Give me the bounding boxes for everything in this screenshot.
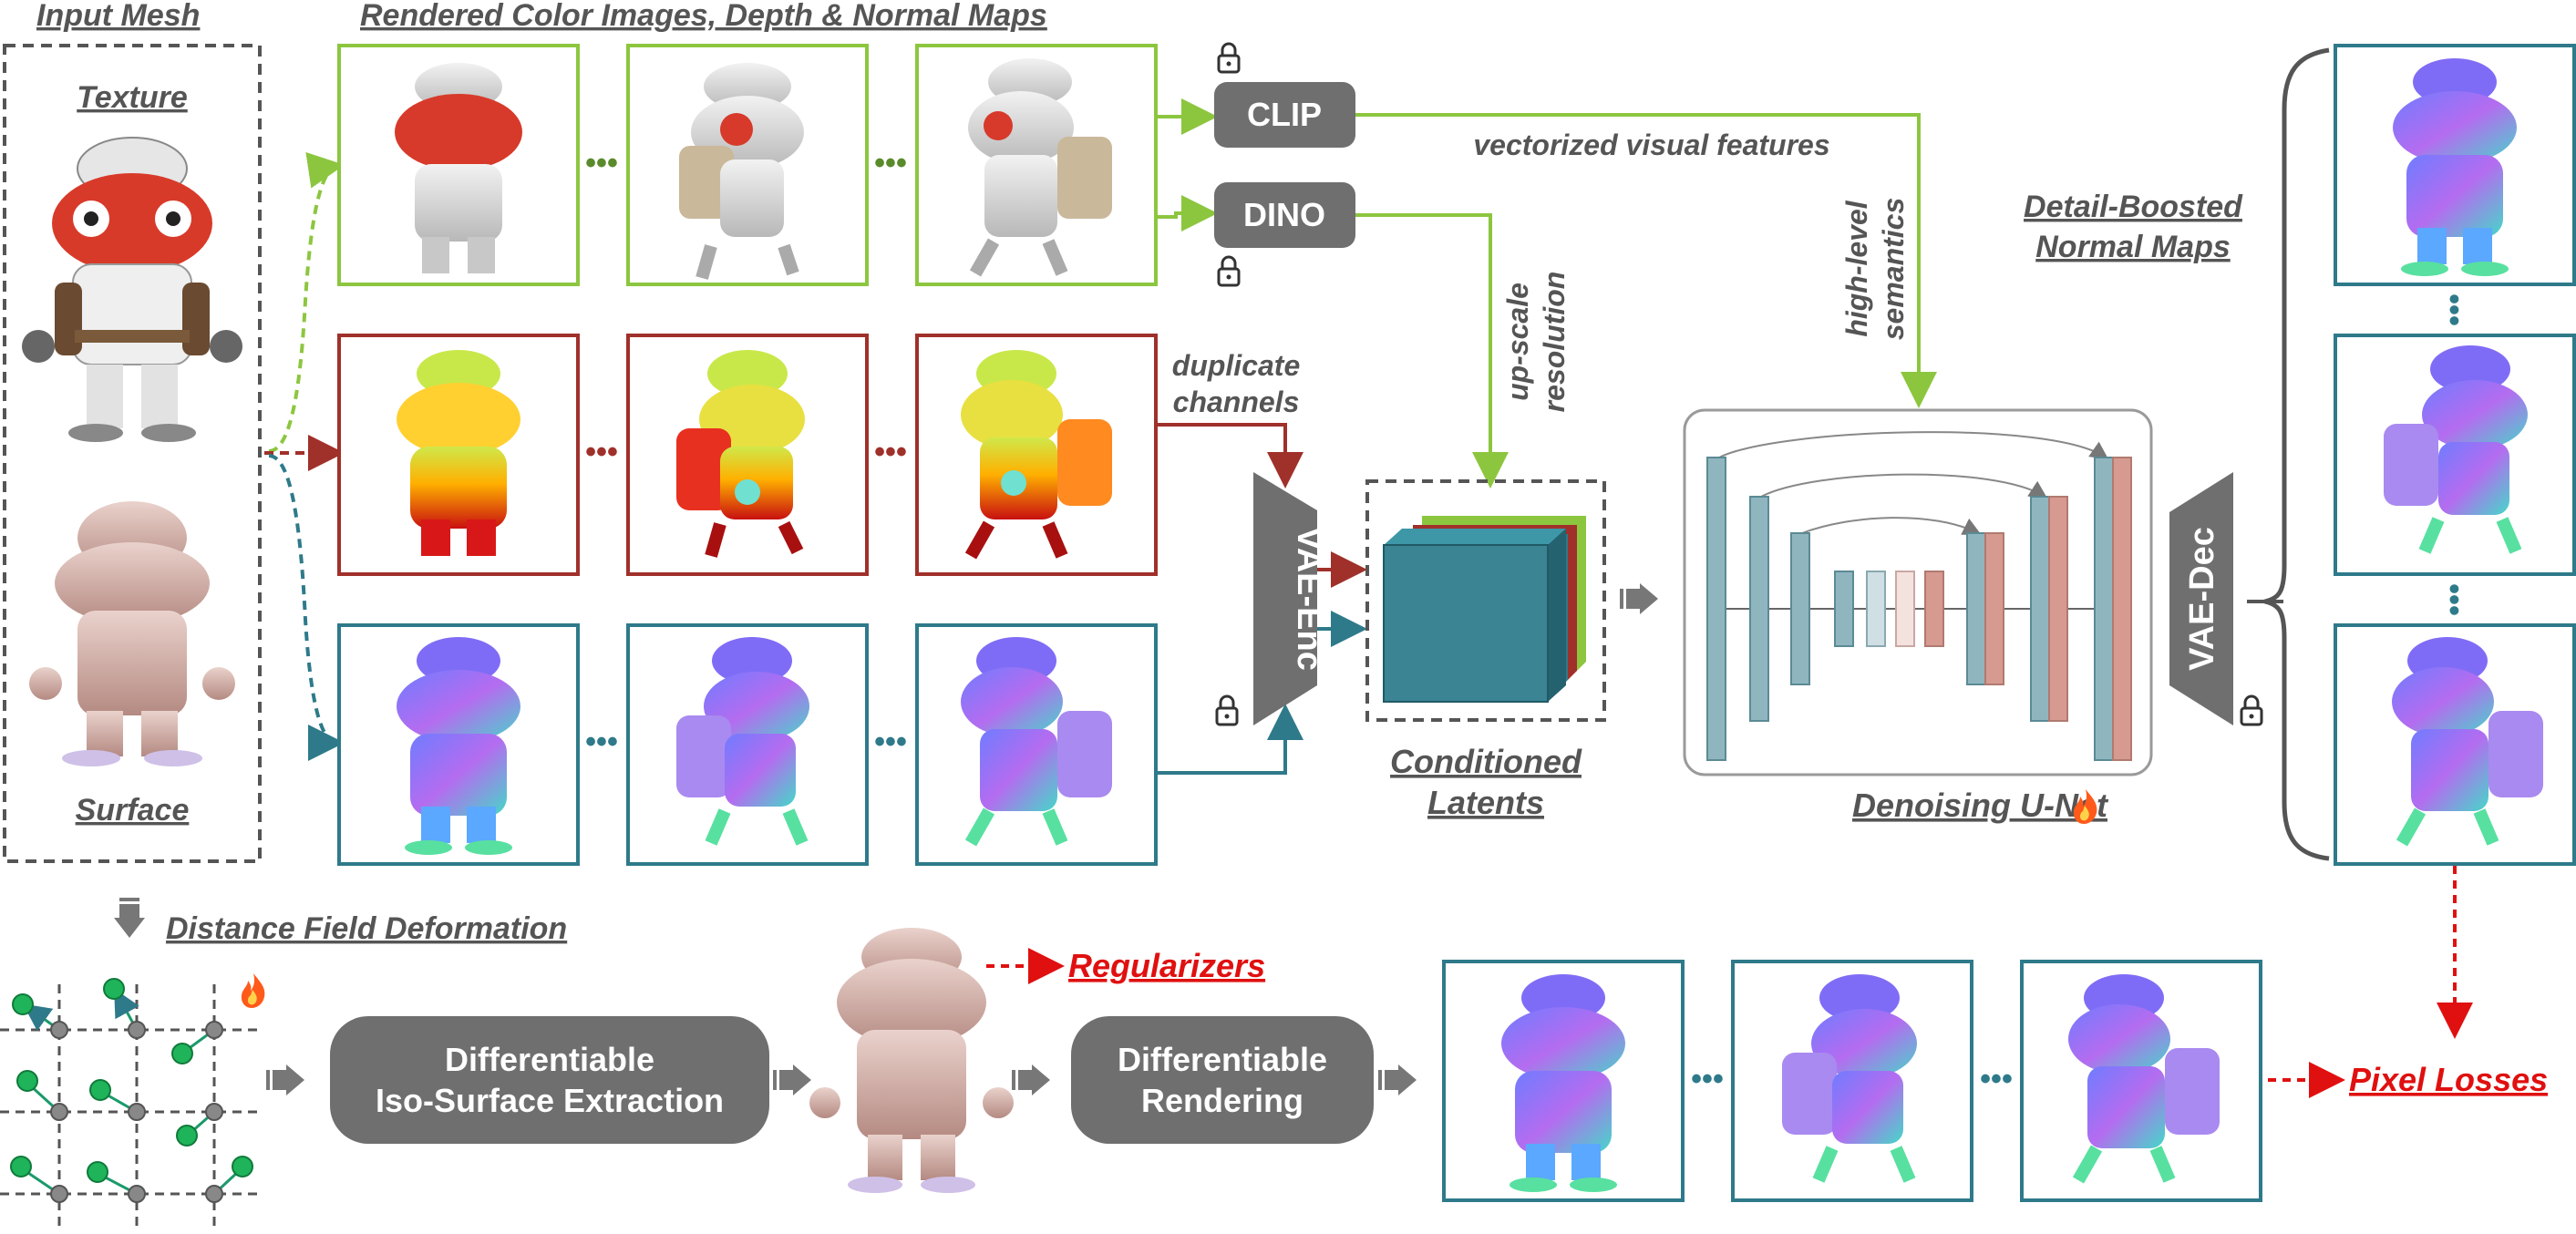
surface-to-normal-arrow [268, 454, 345, 761]
color-image-row: ••• ••• [337, 44, 1158, 286]
dino-to-latents-arrow [1355, 213, 1509, 488]
fire-icon [241, 973, 265, 1008]
clip-label: CLIP [1247, 96, 1322, 133]
conditioned-title: Conditioned [1390, 743, 1582, 780]
unet-title: Denoising U-Net [1852, 787, 2109, 824]
distance-field-title: Distance Field Deformation [166, 911, 567, 946]
rendered-normal-row: ••• ••• [1442, 960, 2262, 1202]
depth-to-encoder-arrow [1156, 423, 1303, 488]
fire-icon [2073, 789, 2097, 824]
vae-decoder [2169, 472, 2233, 725]
thick-arrow-icon [773, 1064, 811, 1095]
resolution-label: resolution [1538, 272, 1571, 413]
iso-surface-label-1: Differentiable [445, 1041, 654, 1078]
thick-arrow-icon [1012, 1064, 1050, 1095]
pixel-losses-label: Pixel Losses [2349, 1061, 2548, 1098]
diff-rendering-label-1: Differentiable [1118, 1041, 1327, 1078]
deformation-grid [0, 978, 257, 1230]
vae-decoder-label: VAE-Dec [2183, 527, 2221, 671]
iso-surface-box [330, 1016, 769, 1144]
lock-icon [2240, 694, 2263, 726]
surface-title: Surface [76, 793, 190, 828]
diff-rendering-box [1071, 1016, 1374, 1144]
ellipsis-dots: ••• [585, 435, 618, 469]
clip-to-unet-arrow [1355, 113, 1937, 408]
ellipsis-dots: ••• [585, 725, 618, 759]
ellipsis-dots: ••• [1980, 1062, 2013, 1096]
surface-mesh-image [29, 501, 235, 766]
thick-arrow-icon [1620, 583, 1658, 614]
regularizers-label: Regularizers [1068, 947, 1265, 984]
ellipsis-dots: ••• [2437, 583, 2471, 616]
texture-title: Texture [77, 80, 188, 115]
vae-encoder [1253, 472, 1317, 725]
dino-box [1214, 182, 1355, 248]
lock-icon [1215, 694, 1239, 726]
vae-encoder-label: VAE-Enc [1290, 527, 1328, 671]
rendered-maps-title: Rendered Color Images, Depth & Normal Ma… [360, 0, 1047, 33]
extracted-mesh-image [809, 928, 1014, 1193]
high-level-label: high-level [1840, 200, 1873, 336]
upscale-label: up-scale [1501, 283, 1534, 401]
ellipsis-dots: ••• [874, 725, 907, 759]
latents-frame [1365, 479, 1606, 722]
diff-rendering-label-2: Rendering [1141, 1082, 1303, 1119]
ellipsis-dots: ••• [1691, 1062, 1724, 1096]
lock-icon [1217, 42, 1241, 74]
channels-label: channels [1173, 386, 1300, 418]
duplicate-label: duplicate [1172, 349, 1300, 382]
texture-to-color-arrow [268, 152, 345, 453]
textured-mesh-image [22, 137, 242, 442]
normal-to-encoder-arrow [1156, 704, 1303, 775]
detail-boosted-title: Detail-Boosted [2024, 190, 2243, 224]
dino-label: DINO [1243, 196, 1325, 233]
normal-map-row: ••• ••• [337, 623, 1158, 866]
output-normal-column: ••• ••• [2334, 44, 2576, 866]
vectorized-features-label: vectorized visual features [1473, 129, 1829, 161]
iso-surface-label-2: Iso-Surface Extraction [376, 1082, 724, 1119]
latents-title: Latents [1427, 784, 1544, 821]
depth-map-row: ••• ••• [337, 334, 1158, 576]
ellipsis-dots: ••• [2437, 293, 2471, 326]
normal-maps-title: Normal Maps [2035, 230, 2231, 264]
thick-arrow-icon [266, 1064, 304, 1095]
ellipsis-dots: ••• [585, 146, 618, 180]
lock-icon [1217, 255, 1241, 287]
semantics-label: semantics [1877, 198, 1910, 341]
ellipsis-dots: ••• [874, 435, 907, 469]
thick-arrow-icon [1378, 1064, 1417, 1095]
color-to-dino-arrow [1156, 195, 1218, 231]
input-mesh-title: Input Mesh [36, 0, 200, 33]
unet-blocks [1706, 431, 2132, 761]
input-mesh-frame [3, 44, 262, 863]
output-brace [2256, 47, 2330, 861]
thick-down-arrow-icon [114, 898, 145, 938]
latent-cube-stack [1383, 516, 1586, 703]
clip-box [1214, 82, 1355, 148]
ellipsis-dots: ••• [874, 146, 907, 180]
